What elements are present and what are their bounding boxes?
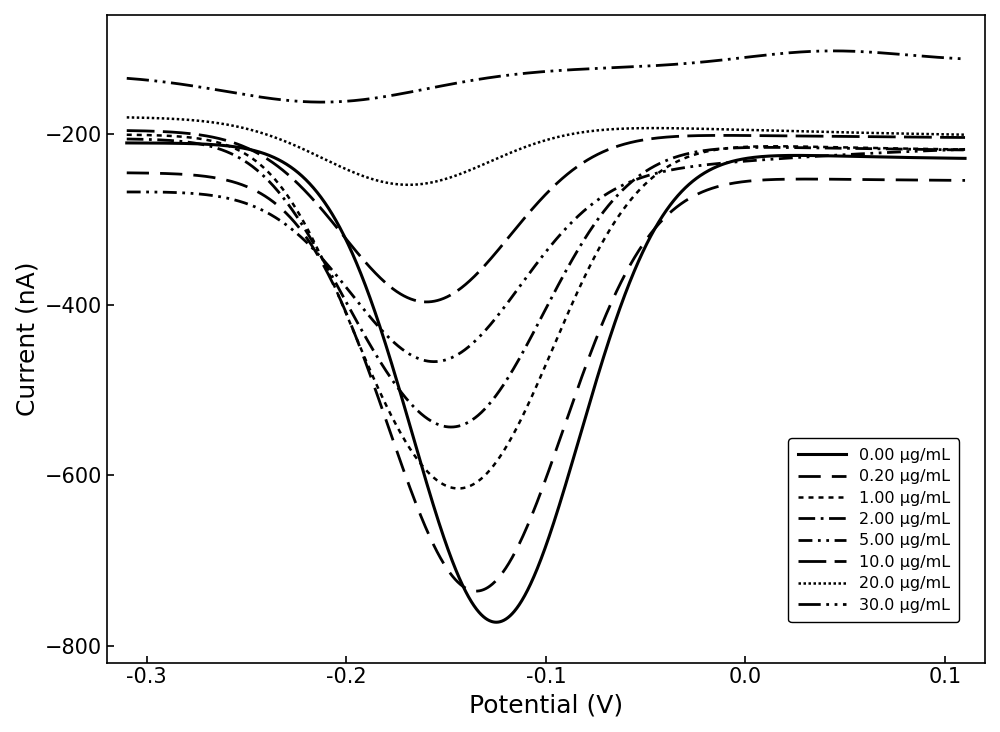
0.00 μg/mL [164, 139, 176, 148]
0.20 μg/mL [507, 553, 519, 561]
Line: 30.0 μg/mL: 30.0 μg/mL [127, 51, 965, 102]
30.0 μg/mL [121, 74, 133, 83]
2.00 μg/mL [529, 326, 541, 335]
5.00 μg/mL [935, 146, 947, 154]
2.00 μg/mL [781, 143, 793, 152]
0.20 μg/mL [935, 176, 947, 184]
0.20 μg/mL [529, 504, 541, 512]
30.0 μg/mL [316, 98, 328, 107]
Line: 2.00 μg/mL: 2.00 μg/mL [127, 139, 965, 427]
Line: 1.00 μg/mL: 1.00 μg/mL [127, 135, 965, 488]
10.0 μg/mL [935, 133, 947, 142]
30.0 μg/mL [529, 68, 541, 77]
30.0 μg/mL [936, 53, 948, 62]
1.00 μg/mL [507, 431, 519, 440]
30.0 μg/mL [164, 78, 176, 87]
0.00 μg/mL [507, 609, 519, 618]
20.0 μg/mL [781, 127, 793, 135]
1.00 μg/mL [781, 142, 793, 151]
2.00 μg/mL [121, 135, 133, 143]
5.00 μg/mL [935, 146, 947, 154]
2.00 μg/mL [445, 422, 457, 431]
2.00 μg/mL [164, 136, 176, 145]
0.20 μg/mL [470, 587, 482, 596]
X-axis label: Potential (V): Potential (V) [469, 693, 623, 717]
1.00 μg/mL [959, 145, 971, 154]
Line: 0.20 μg/mL: 0.20 μg/mL [127, 173, 965, 591]
10.0 μg/mL [507, 228, 519, 237]
20.0 μg/mL [959, 130, 971, 139]
0.20 μg/mL [959, 176, 971, 184]
Line: 5.00 μg/mL: 5.00 μg/mL [127, 149, 965, 362]
20.0 μg/mL [935, 130, 947, 138]
0.00 μg/mL [121, 138, 133, 147]
2.00 μg/mL [935, 146, 947, 154]
1.00 μg/mL [935, 145, 947, 154]
10.0 μg/mL [935, 133, 947, 142]
5.00 μg/mL [507, 292, 519, 301]
10.0 μg/mL [421, 297, 433, 306]
5.00 μg/mL [121, 187, 133, 196]
Line: 10.0 μg/mL: 10.0 μg/mL [127, 130, 965, 302]
20.0 μg/mL [529, 139, 541, 148]
20.0 μg/mL [507, 148, 519, 157]
10.0 μg/mL [164, 127, 176, 136]
2.00 μg/mL [959, 146, 971, 154]
Y-axis label: Current (nA): Current (nA) [15, 261, 39, 416]
0.20 μg/mL [121, 168, 133, 177]
10.0 μg/mL [781, 132, 793, 141]
2.00 μg/mL [935, 146, 947, 154]
0.00 μg/mL [935, 154, 947, 163]
20.0 μg/mL [164, 114, 176, 123]
30.0 μg/mL [507, 70, 519, 79]
0.00 μg/mL [490, 618, 502, 627]
0.00 μg/mL [959, 154, 971, 163]
1.00 μg/mL [121, 130, 133, 139]
20.0 μg/mL [121, 113, 133, 122]
Legend: 0.00 μg/mL, 0.20 μg/mL, 1.00 μg/mL, 2.00 μg/mL, 5.00 μg/mL, 10.0 μg/mL, 20.0 μg/: 0.00 μg/mL, 0.20 μg/mL, 1.00 μg/mL, 2.00… [788, 438, 959, 622]
5.00 μg/mL [781, 154, 793, 163]
30.0 μg/mL [827, 47, 839, 56]
10.0 μg/mL [121, 126, 133, 135]
0.00 μg/mL [529, 570, 541, 579]
0.00 μg/mL [935, 154, 947, 163]
20.0 μg/mL [403, 180, 415, 189]
5.00 μg/mL [529, 262, 541, 271]
5.00 μg/mL [164, 188, 176, 197]
30.0 μg/mL [935, 53, 947, 62]
30.0 μg/mL [959, 54, 971, 63]
20.0 μg/mL [935, 130, 947, 138]
1.00 μg/mL [452, 484, 464, 493]
5.00 μg/mL [428, 357, 440, 366]
Line: 0.00 μg/mL: 0.00 μg/mL [127, 143, 965, 622]
0.20 μg/mL [164, 169, 176, 178]
Line: 20.0 μg/mL: 20.0 μg/mL [127, 117, 965, 184]
1.00 μg/mL [935, 145, 947, 154]
1.00 μg/mL [164, 132, 176, 141]
0.20 μg/mL [781, 175, 793, 184]
30.0 μg/mL [781, 48, 793, 57]
10.0 μg/mL [529, 202, 541, 211]
0.00 μg/mL [781, 151, 793, 160]
1.00 μg/mL [529, 386, 541, 395]
2.00 μg/mL [507, 366, 519, 375]
5.00 μg/mL [959, 145, 971, 154]
10.0 μg/mL [959, 133, 971, 142]
0.20 μg/mL [935, 176, 947, 184]
